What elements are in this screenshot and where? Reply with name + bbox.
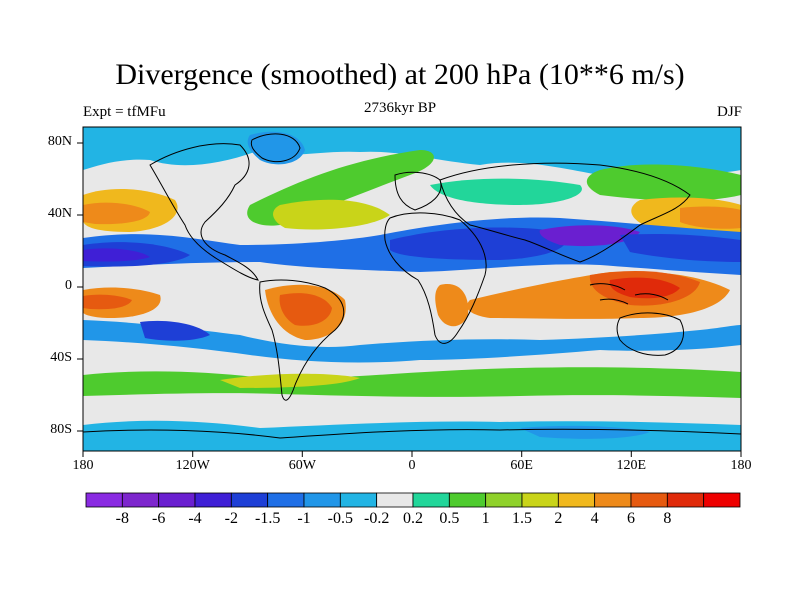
coastline-south-america	[259, 279, 345, 401]
contour-tropical-red-w	[83, 294, 132, 310]
lon-label-60w: 60W	[288, 458, 316, 473]
coastline-north-america	[149, 143, 259, 281]
experiment-label: Expt = tfMFu	[83, 104, 166, 120]
contour-atlantic-orange-n	[273, 199, 390, 230]
contour-pacific-green-n	[586, 164, 741, 201]
colorbar-swatch	[448, 492, 487, 508]
contour-south-america-red	[279, 293, 332, 326]
contour-asia-green-n	[430, 178, 582, 205]
colorbar-swatch	[630, 492, 668, 508]
colorbar-tick-label: -1.5	[254, 510, 281, 527]
divergence-map	[83, 127, 741, 451]
colorbar-tick-label: -4	[188, 510, 202, 527]
contour-arctic-band	[83, 127, 741, 175]
lat-label-0: 0	[65, 278, 72, 293]
coastline-europe	[394, 171, 442, 211]
colorbar-swatch	[303, 492, 341, 508]
contour-antarctic-blue	[83, 420, 741, 451]
contour-tropical-darkblue-e	[620, 233, 741, 262]
colorbar-swatch	[521, 492, 559, 508]
colorbar-swatch	[557, 492, 596, 508]
colorbar	[85, 492, 741, 508]
lat-label-80n: 80N	[47, 134, 72, 149]
season-label: DJF	[716, 104, 742, 120]
coastlines	[83, 133, 741, 439]
colorbar-swatch	[158, 492, 196, 508]
colorbar-tick-label: -1	[297, 510, 311, 527]
colorbar-swatch	[703, 492, 741, 508]
colorbar-tick-label: 0.2	[403, 510, 423, 527]
coastline-africa	[384, 212, 487, 344]
colorbar-tick-label: 2	[554, 510, 563, 527]
colorbar-swatch	[376, 492, 414, 508]
colorbar-tick-label: -8	[115, 510, 129, 527]
colorbar-tick-label: 1.5	[512, 510, 532, 527]
contour-maritime-darkred	[609, 277, 680, 299]
colorbar-swatch	[85, 492, 123, 508]
colorbar-tick-label: 1	[481, 510, 490, 527]
colorbar-swatch	[412, 492, 450, 508]
colorbar-tick-label: -6	[151, 510, 166, 527]
contour-pacific-red-w	[83, 202, 150, 225]
contour-pacific-red-e	[680, 206, 741, 229]
colorbar-tick-label: 6	[627, 510, 635, 527]
contour-africa-orange	[435, 284, 469, 327]
colorbar-tick-label: -0.2	[363, 510, 390, 527]
colorbar-tick-label: 8	[663, 510, 672, 527]
coastline-antarctica	[83, 428, 741, 439]
map-frame	[77, 126, 742, 457]
lat-ticks	[77, 142, 83, 432]
colorbar-tick-label: -2	[224, 510, 238, 527]
colorbar-swatch	[594, 492, 632, 508]
lat-label-40s: 40S	[50, 350, 72, 365]
colorbar-swatch	[267, 492, 305, 508]
lon-label-120e: 120E	[616, 458, 647, 473]
coastline-australia	[616, 312, 684, 356]
lon-label-120w: 120W	[175, 458, 210, 473]
colorbar-swatch	[666, 492, 705, 508]
coastline-greenland	[250, 133, 301, 163]
coastline-asia	[439, 162, 691, 263]
colorbar-swatch	[230, 492, 269, 508]
contour-greenland-blue	[247, 131, 305, 165]
lat-label-40n: 40N	[47, 206, 72, 221]
colorbar-swatch	[194, 492, 232, 508]
contour-southern-yellow	[220, 373, 360, 388]
contour-tropical-purple-c	[539, 225, 640, 247]
lon-label-180e: 180	[730, 458, 752, 473]
lon-label-180w: 180	[72, 458, 94, 473]
contour-tropical-purple-w	[83, 248, 150, 262]
lon-label-60e: 60E	[510, 458, 533, 473]
colorbar-tick-label: 0.5	[439, 510, 460, 527]
lat-label-80s: 80S	[50, 422, 72, 437]
colorbar-swatch	[121, 492, 160, 508]
time-label: 2736kyr BP	[363, 100, 437, 116]
colorbar-swatch	[485, 492, 523, 508]
colorbar-tick-label: 4	[590, 510, 599, 527]
contour-south-pacific-blue-w	[140, 320, 210, 341]
lon-ticks	[82, 451, 742, 457]
map-title: Divergence (smoothed) at 200 hPa (10**6 …	[115, 58, 685, 91]
colorbar-tick-label: -0.5	[327, 510, 353, 527]
coastline-maritime	[589, 283, 669, 305]
contour-south-blue-band	[83, 320, 741, 363]
lon-label-0: 0	[408, 458, 416, 473]
contour-southern-green	[83, 367, 741, 398]
contour-tropical-darkblue-c	[390, 227, 567, 260]
colorbar-swatch	[339, 492, 378, 508]
